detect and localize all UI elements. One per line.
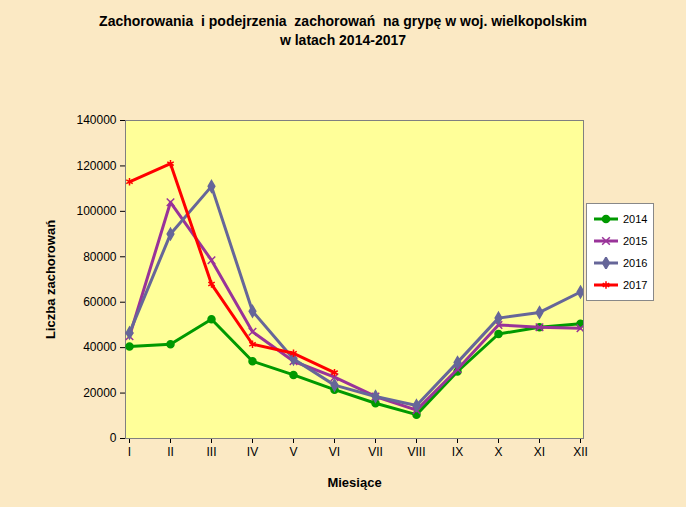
svg-text:60000: 60000 [83,295,117,309]
svg-text:I: I [128,445,131,459]
svg-text:120000: 120000 [76,159,116,173]
svg-text:80000: 80000 [83,250,117,264]
html-text:Zachorowania i podejrzenia zac: Zachorowania i podejrzenia zachorowań na… [99,13,587,29]
svg-text:VII: VII [368,445,383,459]
html-text:2014: 2014 [623,213,648,225]
svg-text:IX: IX [452,445,463,459]
svg-text:100000: 100000 [76,204,116,218]
html-text:w latach 2014-2017: w latach 2014-2017 [280,32,406,48]
svg-text:III: III [206,445,216,459]
svg-text:140000: 140000 [76,113,116,127]
svg-text:IV: IV [247,445,258,459]
svg-text:XII: XII [573,445,588,459]
html-text:2017: 2017 [623,279,648,291]
svg-text:Miesiące: Miesiące [327,475,381,490]
svg-text:V: V [289,445,297,459]
svg-text:VIII: VIII [407,445,425,459]
svg-text:0: 0 [110,431,117,445]
html-text:2015: 2015 [623,235,648,247]
html-text:2016: 2016 [623,257,648,269]
svg-text:X: X [494,445,502,459]
svg-text:40000: 40000 [83,340,117,354]
svg-text:VI: VI [329,445,340,459]
svg-text:XI: XI [534,445,545,459]
svg-text:Liczba zachorowań: Liczba zachorowań [43,220,58,339]
svg-text:II: II [167,445,174,459]
svg-text:20000: 20000 [83,386,117,400]
